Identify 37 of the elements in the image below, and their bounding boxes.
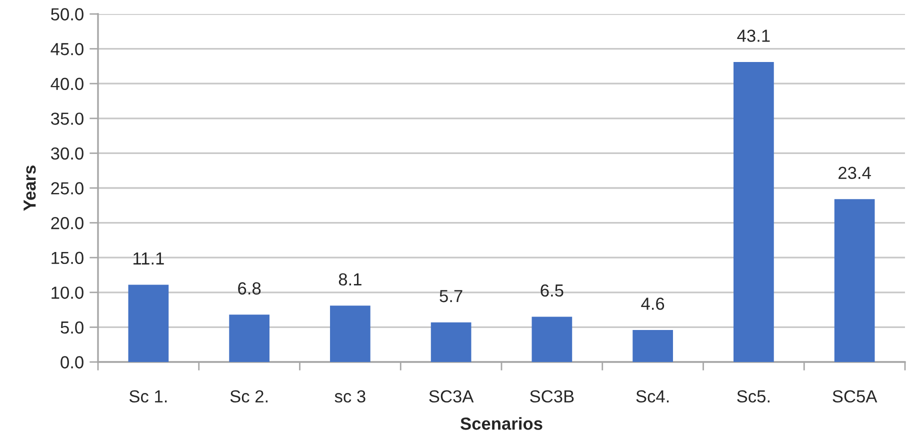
x-tick-label: SC3B xyxy=(530,390,574,403)
x-tick-label: SC3A xyxy=(429,390,474,403)
x-tick-label: Sc 2. xyxy=(230,390,268,403)
bar xyxy=(632,330,673,362)
y-tick-label: 50.0 xyxy=(51,8,84,20)
y-tick-label: 10.0 xyxy=(52,286,84,299)
x-tick-label: Sc5. xyxy=(737,390,770,403)
bar xyxy=(229,314,270,362)
y-tick-label: 45.0 xyxy=(50,42,84,56)
bar xyxy=(330,306,370,362)
data-label: 6.8 xyxy=(238,282,261,295)
x-axis-title: Scenarios xyxy=(460,417,542,430)
data-label: 11.1 xyxy=(134,252,164,264)
y-tick-label: 15.0 xyxy=(52,252,84,264)
bar xyxy=(128,284,169,362)
y-tick-label: 20.0 xyxy=(51,216,84,230)
y-tick-label: 5.0 xyxy=(60,321,84,334)
data-label: 6.5 xyxy=(540,284,564,297)
y-tick-label: 40.0 xyxy=(50,78,84,90)
x-tick-label: sc 3 xyxy=(334,390,366,403)
bar xyxy=(532,316,572,362)
data-label: 43.1 xyxy=(737,30,770,42)
y-tick-label: 25.0 xyxy=(51,182,84,194)
y-tick-label: 30.0 xyxy=(50,147,84,160)
y-tick-label: 35.0 xyxy=(50,112,84,125)
data-label: 23.4 xyxy=(838,166,871,180)
data-label: 5.7 xyxy=(440,290,462,302)
data-label: 8.1 xyxy=(338,273,362,286)
x-tick-label: SC5A xyxy=(832,390,878,403)
x-tick-label: Sc 1. xyxy=(129,390,167,403)
x-tick-label: Sc4. xyxy=(636,390,669,403)
bar xyxy=(734,62,774,362)
bar xyxy=(430,322,472,362)
y-axis-title: Years xyxy=(24,166,36,211)
data-label: 4.6 xyxy=(641,298,664,310)
bar xyxy=(834,199,875,362)
y-tick-label: 0.0 xyxy=(60,356,84,368)
